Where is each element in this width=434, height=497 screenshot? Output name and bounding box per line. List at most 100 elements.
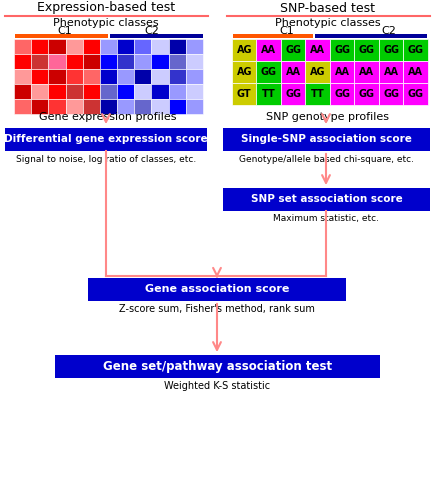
Text: Gene association score: Gene association score [145,284,289,295]
Bar [31,54,48,69]
Text: AA: AA [408,67,422,77]
Bar [223,188,429,211]
Text: AA: AA [334,67,349,77]
Text: Weighted K-S statistic: Weighted K-S statistic [164,381,270,391]
Text: C1: C1 [279,26,294,36]
Bar [14,39,31,54]
Bar [31,39,48,54]
Text: GG: GG [285,89,301,99]
Bar [100,39,117,54]
Bar [15,34,108,38]
Bar [280,83,305,105]
Bar [117,69,134,84]
Bar [185,84,203,99]
Text: GG: GG [333,45,349,55]
Bar [168,54,185,69]
Bar [223,128,429,151]
Bar [168,99,185,114]
Text: AA: AA [309,45,325,55]
Text: TT: TT [310,89,324,99]
Bar [66,84,82,99]
Bar [134,99,151,114]
Text: Z-score sum, Fisher's method, rank sum: Z-score sum, Fisher's method, rank sum [119,304,314,314]
Bar [403,83,427,105]
Text: AA: AA [358,67,373,77]
Bar [185,99,203,114]
Bar [168,39,185,54]
Text: Differential gene expression score: Differential gene expression score [4,135,207,145]
Bar [354,61,378,83]
Bar [100,84,117,99]
Text: Genotype/allele based chi-square, etc.: Genotype/allele based chi-square, etc. [238,155,413,164]
Bar [354,39,378,61]
Bar [256,83,280,105]
Bar [48,69,66,84]
Text: SNP genotype profiles: SNP genotype profiles [266,112,388,122]
Bar [378,61,403,83]
Bar [305,61,329,83]
Bar [231,83,256,105]
Text: GG: GG [358,89,374,99]
Bar [82,84,100,99]
Text: GG: GG [285,45,301,55]
Bar [48,99,66,114]
Bar [55,355,379,378]
Bar [134,84,151,99]
Bar [256,39,280,61]
Bar [354,83,378,105]
Bar [31,84,48,99]
Text: Single-SNP association score: Single-SNP association score [240,135,411,145]
Text: Signal to noise, log ratio of classes, etc.: Signal to noise, log ratio of classes, e… [16,155,196,164]
Text: Gene expression profiles: Gene expression profiles [39,112,176,122]
Bar [378,39,403,61]
Bar [31,99,48,114]
Bar [14,99,31,114]
Text: Expression-based test: Expression-based test [37,1,174,14]
Text: SNP set association score: SNP set association score [250,194,401,204]
Text: AA: AA [261,45,276,55]
Bar [82,39,100,54]
Bar [100,69,117,84]
Text: Phenotypic classes: Phenotypic classes [53,18,158,28]
Bar [100,99,117,114]
Text: GG: GG [260,67,276,77]
Text: GG: GG [382,89,398,99]
Bar [280,61,305,83]
Bar [185,39,203,54]
Text: Gene set/pathway association test: Gene set/pathway association test [103,360,331,373]
Bar [66,99,82,114]
Bar [233,34,312,38]
Bar [305,83,329,105]
Bar [82,69,100,84]
Bar [403,39,427,61]
Bar [151,54,168,69]
Bar [117,39,134,54]
Bar [48,54,66,69]
Bar [185,69,203,84]
Bar [14,84,31,99]
Text: C2: C2 [381,26,395,36]
Text: Phenotypic classes: Phenotypic classes [275,18,380,28]
Text: C2: C2 [144,26,159,36]
Text: AA: AA [285,67,300,77]
Bar [305,39,329,61]
Text: Maximum statistic, etc.: Maximum statistic, etc. [273,215,378,224]
Bar [134,39,151,54]
Bar [403,61,427,83]
Bar [256,61,280,83]
Text: AG: AG [236,45,251,55]
Bar [31,69,48,84]
Bar [14,54,31,69]
Bar [14,69,31,84]
Text: AG: AG [309,67,325,77]
Text: GG: GG [407,89,423,99]
Bar [117,99,134,114]
Bar [151,84,168,99]
Bar [82,99,100,114]
Bar [48,39,66,54]
Text: GG: GG [333,89,349,99]
Bar [151,39,168,54]
Bar [151,69,168,84]
Bar [378,83,403,105]
Bar [168,69,185,84]
